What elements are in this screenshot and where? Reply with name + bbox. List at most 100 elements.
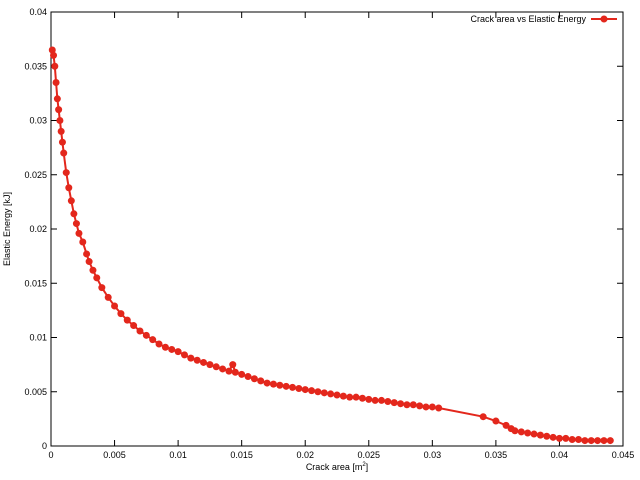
y-tick-label: 0.035 (24, 61, 47, 71)
data-point (327, 390, 335, 398)
data-point (289, 383, 297, 391)
data-point (83, 250, 91, 258)
series-layer (48, 46, 614, 445)
data-point (52, 79, 60, 87)
x-tick-label: 0.035 (485, 450, 508, 460)
data-point (53, 95, 61, 103)
data-point (168, 345, 176, 353)
x-tick-label: 0.01 (169, 450, 187, 460)
data-point (295, 385, 303, 392)
data-point (55, 106, 63, 114)
data-point (377, 396, 385, 404)
data-point (65, 184, 73, 192)
data-point (339, 392, 347, 400)
data-point (600, 437, 608, 445)
data-point (282, 382, 290, 390)
data-point (79, 238, 87, 246)
x-tick-label: 0.02 (296, 450, 314, 460)
data-point (581, 437, 589, 445)
y-tick-label: 0.03 (29, 116, 47, 126)
y-tick-label: 0.015 (24, 278, 47, 288)
x-ticks: 0 0.005 0.01 0.015 0.02 0.025 0.03 0.035 0.04 0.0… (48, 12, 634, 460)
data-point (530, 430, 538, 438)
data-point (244, 373, 252, 381)
data-point (155, 340, 163, 348)
data-point (219, 365, 227, 373)
data-point (352, 393, 360, 401)
data-point (333, 391, 341, 399)
data-point (75, 229, 83, 237)
data-point (51, 62, 59, 70)
data-point (536, 431, 544, 439)
data-point (606, 437, 614, 445)
data-point (524, 429, 532, 437)
x-axis-label-end: ] (366, 462, 369, 472)
x-axis-label-superscript: 2 (362, 462, 366, 468)
data-point (435, 404, 443, 412)
plot-frame (50, 11, 624, 447)
x-tick-label: 0 (48, 450, 53, 460)
data-point (57, 127, 65, 135)
data-point (229, 361, 237, 369)
legend-marker (600, 15, 608, 23)
data-point (422, 403, 430, 411)
data-point (174, 348, 182, 356)
data-point (149, 336, 157, 344)
data-point (50, 51, 58, 59)
data-point (161, 343, 169, 351)
data-point (98, 284, 106, 292)
data-point (200, 358, 208, 366)
data-point (371, 396, 379, 404)
data-point (562, 434, 570, 442)
data-point (575, 435, 583, 443)
data-point (314, 388, 322, 396)
legend-label: Crack area vs Elastic Energy (470, 14, 586, 24)
y-tick-label: 0.025 (24, 170, 47, 180)
x-tick-label: 0.03 (424, 450, 442, 460)
data-point (70, 210, 78, 218)
data-point (130, 322, 138, 330)
data-point (123, 316, 131, 324)
y-axis-label: Elastic Energy [kJ] (2, 192, 12, 266)
data-point (257, 377, 265, 385)
data-point (58, 138, 66, 146)
x-tick-label: 0.045 (612, 450, 635, 460)
y-tick-label: 0 (42, 441, 47, 451)
data-point (104, 293, 112, 301)
data-point (238, 370, 246, 378)
data-point (320, 389, 328, 397)
data-point (93, 274, 101, 282)
data-point (416, 402, 424, 410)
data-point (111, 302, 119, 310)
data-point (358, 394, 366, 402)
y-tick-label: 0.04 (29, 7, 47, 17)
data-point (555, 434, 563, 442)
x-tick-label: 0.015 (230, 450, 253, 460)
data-point (180, 351, 188, 359)
data-point (136, 327, 144, 335)
series-line (51, 49, 611, 442)
data-point (269, 380, 277, 388)
data-point (492, 417, 500, 425)
data-point (403, 401, 411, 409)
data-point (56, 117, 64, 124)
data-point (206, 361, 214, 369)
data-point (511, 427, 519, 435)
data-point (428, 403, 436, 411)
data-point (549, 433, 557, 441)
data-point (263, 379, 271, 387)
data-point (67, 197, 75, 205)
data-point (62, 169, 70, 177)
data-point (60, 149, 68, 157)
x-axis-label: Crack area [m2] (306, 462, 368, 472)
data-point (397, 400, 405, 408)
data-point (346, 393, 354, 401)
data-point (48, 46, 56, 54)
y-tick-label: 0.005 (24, 387, 47, 397)
data-point (250, 375, 258, 383)
data-point (384, 398, 392, 406)
legend: Crack area vs Elastic Energy (470, 14, 617, 24)
data-point (187, 354, 195, 362)
data-point (517, 428, 525, 436)
